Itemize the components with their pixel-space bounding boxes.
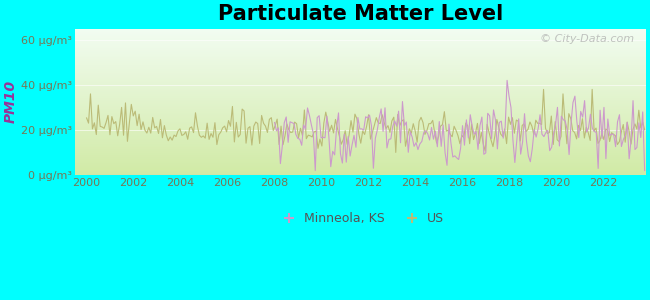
- Title: Particulate Matter Level: Particulate Matter Level: [218, 4, 503, 24]
- Text: © City-Data.com: © City-Data.com: [540, 34, 634, 44]
- Legend: Minneola, KS, US: Minneola, KS, US: [272, 207, 449, 230]
- Y-axis label: PM10: PM10: [4, 80, 18, 123]
